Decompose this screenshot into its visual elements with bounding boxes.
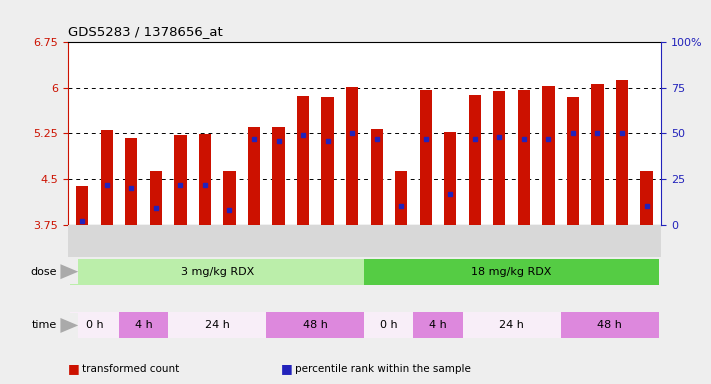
Bar	[364, 313, 414, 338]
Bar	[223, 171, 235, 225]
Text: 24 h: 24 h	[205, 320, 230, 331]
Bar	[346, 87, 358, 225]
Text: 0 h: 0 h	[380, 320, 397, 331]
Polygon shape	[60, 264, 78, 279]
Bar	[174, 135, 186, 225]
Bar	[414, 313, 463, 338]
Bar	[561, 313, 659, 338]
Text: 24 h: 24 h	[499, 320, 524, 331]
Bar	[493, 91, 506, 225]
Bar	[641, 171, 653, 225]
Bar	[518, 90, 530, 225]
Text: 0 h: 0 h	[86, 320, 103, 331]
Text: 4 h: 4 h	[134, 320, 152, 331]
Bar	[616, 80, 628, 225]
Bar	[70, 313, 119, 338]
Bar	[119, 313, 168, 338]
Bar	[321, 97, 333, 225]
Bar	[168, 313, 266, 338]
Bar	[272, 127, 284, 225]
Text: percentile rank within the sample: percentile rank within the sample	[295, 364, 471, 374]
Bar	[395, 170, 407, 225]
Text: GDS5283 / 1378656_at: GDS5283 / 1378656_at	[68, 25, 223, 38]
Bar	[463, 313, 561, 338]
Text: dose: dose	[31, 266, 57, 277]
Polygon shape	[60, 318, 78, 333]
Bar	[297, 96, 309, 225]
Bar	[199, 134, 211, 225]
Bar	[567, 97, 579, 225]
Bar	[469, 95, 481, 225]
Bar	[101, 130, 113, 225]
Text: 3 mg/kg RDX: 3 mg/kg RDX	[181, 266, 254, 277]
Text: ■: ■	[281, 362, 293, 375]
Text: ■: ■	[68, 362, 80, 375]
Text: 48 h: 48 h	[303, 320, 328, 331]
Bar	[370, 129, 383, 225]
Text: transformed count: transformed count	[82, 364, 179, 374]
Bar	[248, 127, 260, 225]
Text: 48 h: 48 h	[597, 320, 622, 331]
Bar	[70, 259, 364, 285]
Text: 18 mg/kg RDX: 18 mg/kg RDX	[471, 266, 552, 277]
Bar	[76, 186, 88, 225]
Bar	[364, 259, 659, 285]
Text: 4 h: 4 h	[429, 320, 447, 331]
Bar	[266, 313, 364, 338]
Text: time: time	[31, 320, 57, 331]
Bar	[542, 86, 555, 225]
Bar	[125, 138, 137, 225]
Bar	[592, 84, 604, 225]
Bar	[444, 132, 456, 225]
Bar	[419, 90, 432, 225]
Bar	[150, 171, 162, 225]
